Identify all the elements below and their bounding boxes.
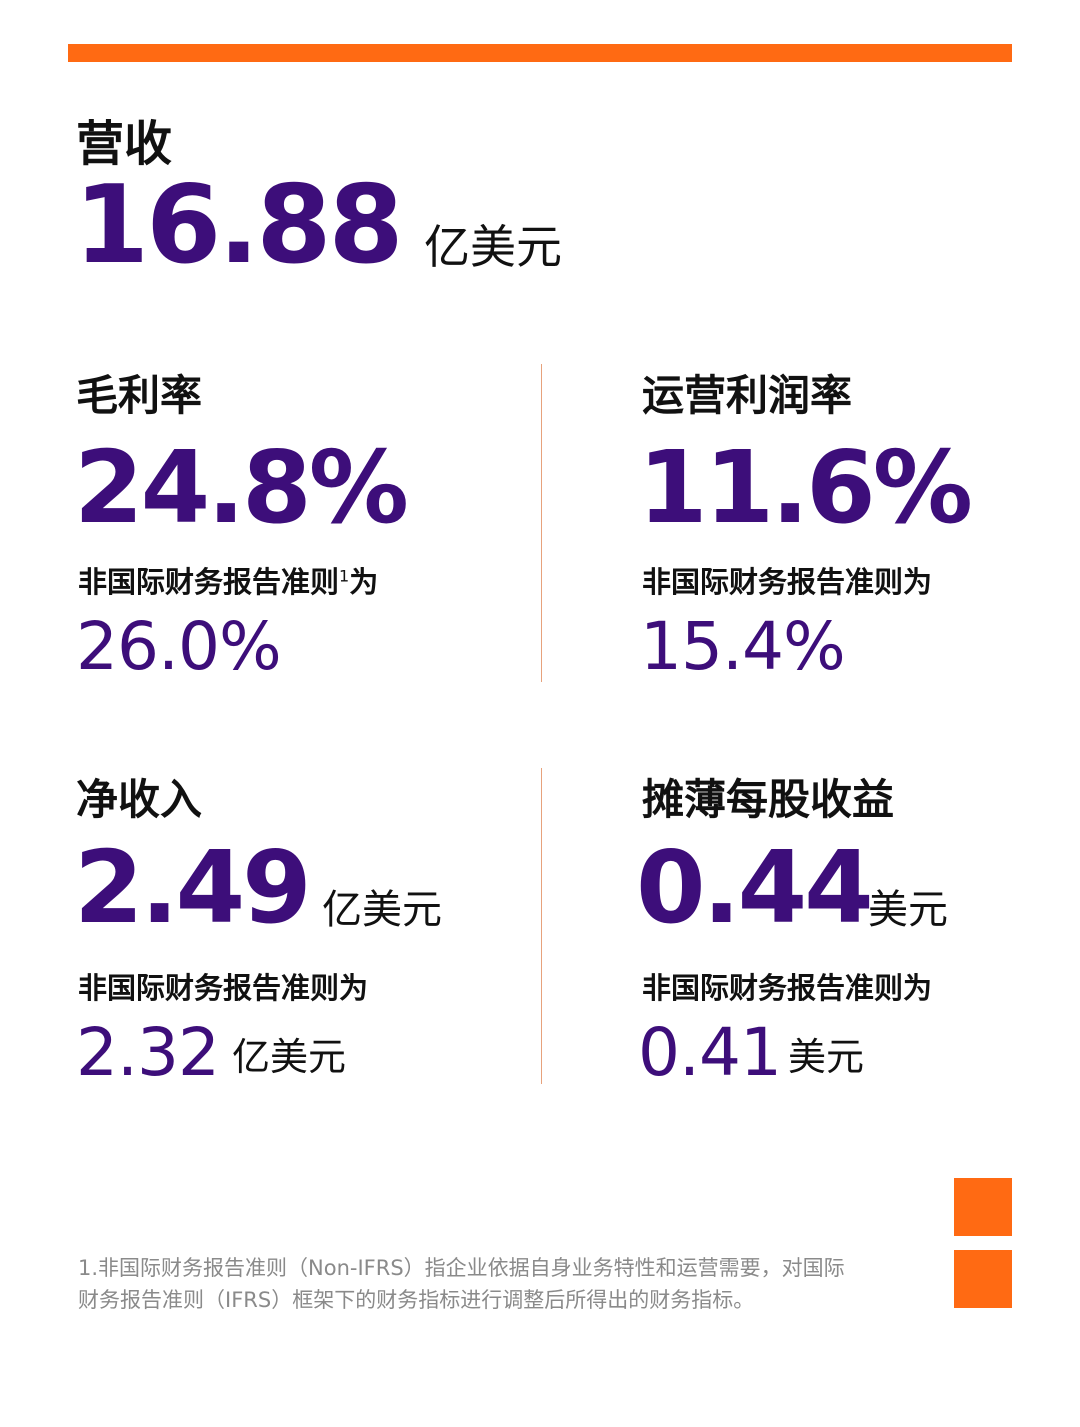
operating-margin-label: 运营利润率 (642, 371, 853, 420)
diluted-eps-value: 0.44 (636, 829, 874, 946)
revenue-value: 16.88 (74, 163, 404, 288)
column-divider-top (541, 364, 542, 682)
gross-margin-non-ifrs-value: 26.0% (76, 608, 282, 685)
diluted-eps-non-ifrs-label: 非国际财务报告准则为 (642, 971, 933, 1005)
net-income-label: 净收入 (76, 775, 203, 824)
diluted-eps-non-ifrs-value: 0.41 (638, 1014, 782, 1091)
revenue-label: 营收 (76, 116, 173, 172)
decorative-square-bottom (954, 1250, 1012, 1308)
diluted-eps-non-ifrs-unit: 美元 (788, 1035, 865, 1079)
net-income-non-ifrs-unit: 亿美元 (232, 1035, 347, 1079)
diluted-eps-unit: 美元 (868, 887, 948, 933)
decorative-square-top (954, 1178, 1012, 1236)
net-income-non-ifrs-value: 2.32 (76, 1014, 220, 1091)
net-income-non-ifrs-label: 非国际财务报告准则为 (78, 971, 369, 1005)
footnote-marker: 1 (339, 566, 350, 586)
operating-margin-value: 11.6% (638, 429, 973, 546)
diluted-eps-label: 摊薄每股收益 (642, 775, 895, 824)
gross-margin-non-ifrs-label: 非国际财务报告准则1为 (78, 568, 378, 597)
operating-margin-non-ifrs-label: 非国际财务报告准则为 (642, 565, 933, 599)
gross-margin-value: 24.8% (74, 429, 409, 546)
gross-margin-label: 毛利率 (76, 371, 203, 420)
footnote-text: 1.非国际财务报告准则（Non-IFRS）指企业依据自身业务特性和运营需要，对国… (78, 1256, 845, 1312)
column-divider-bottom (541, 768, 542, 1084)
non-ifrs-text: 非国际财务报告准则 (78, 565, 340, 599)
net-income-unit: 亿美元 (322, 887, 442, 933)
revenue-unit: 亿美元 (424, 220, 562, 274)
operating-margin-non-ifrs-value: 15.4% (640, 608, 846, 685)
top-accent-bar (68, 44, 1012, 62)
net-income-value: 2.49 (74, 829, 312, 946)
non-ifrs-suffix: 为 (349, 565, 379, 599)
